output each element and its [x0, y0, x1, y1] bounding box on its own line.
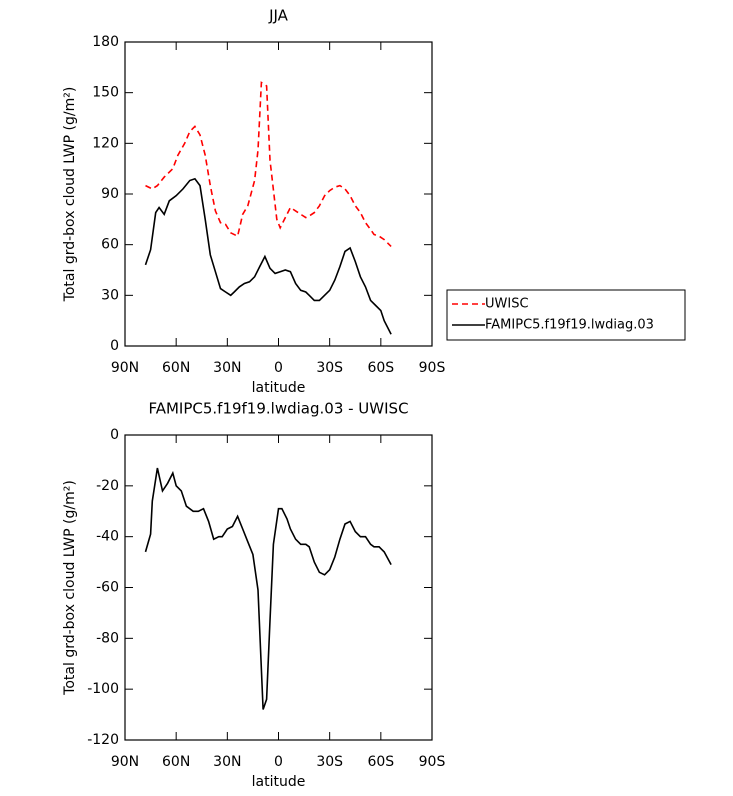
data-line: [144, 467, 392, 710]
x-tick-label: 60S: [367, 360, 394, 376]
y-tick-label: -20: [96, 478, 119, 494]
data-line: [144, 177, 392, 335]
x-axis-label: latitude: [252, 774, 306, 790]
y-tick-label: 30: [101, 287, 119, 303]
x-tick-label: 0: [274, 360, 283, 376]
y-tick-label: -100: [87, 681, 119, 697]
x-tick-label: 30N: [213, 360, 241, 376]
data-line: [145, 81, 392, 247]
x-tick-label: 30S: [316, 754, 343, 770]
plot-frame: [124, 434, 433, 741]
x-tick-label: 60N: [162, 360, 190, 376]
x-axis-label: latitude: [252, 380, 306, 396]
y-tick-label: 120: [92, 135, 119, 151]
x-tick-label: 0: [274, 754, 283, 770]
y-tick-label: 150: [92, 85, 119, 101]
x-tick-label: 60S: [367, 754, 394, 770]
y-tick-label: 0: [110, 338, 119, 354]
y-tick-label: -60: [96, 580, 119, 596]
legend-label: UWISC: [485, 297, 529, 312]
x-tick-label: 30N: [213, 754, 241, 770]
y-tick-label: 180: [92, 34, 119, 50]
y-tick-label: -120: [87, 732, 119, 748]
y-tick-label: -40: [96, 529, 119, 545]
legend-box: [446, 289, 686, 341]
y-tick-label: 0: [110, 427, 119, 443]
x-tick-label: 30S: [316, 360, 343, 376]
y-axis-label: Total grd-box cloud LWP (g/m²): [62, 87, 78, 303]
y-axis-label: Total grd-box cloud LWP (g/m²): [62, 480, 78, 696]
chart-title: JJA: [268, 7, 289, 25]
legend-label: FAMIPC5.f19f19.lwdiag.03: [485, 318, 654, 333]
y-tick-label: 90: [101, 186, 119, 202]
chart-title: FAMIPC5.f19f19.lwdiag.03 - UWISC: [148, 400, 408, 418]
x-tick-label: 90S: [419, 754, 446, 770]
x-tick-label: 90S: [419, 360, 446, 376]
y-tick-label: -80: [96, 630, 119, 646]
x-tick-label: 60N: [162, 754, 190, 770]
x-tick-label: 90N: [111, 360, 139, 376]
plot-frame: [124, 41, 433, 347]
x-tick-label: 90N: [111, 754, 139, 770]
y-tick-label: 60: [101, 237, 119, 253]
